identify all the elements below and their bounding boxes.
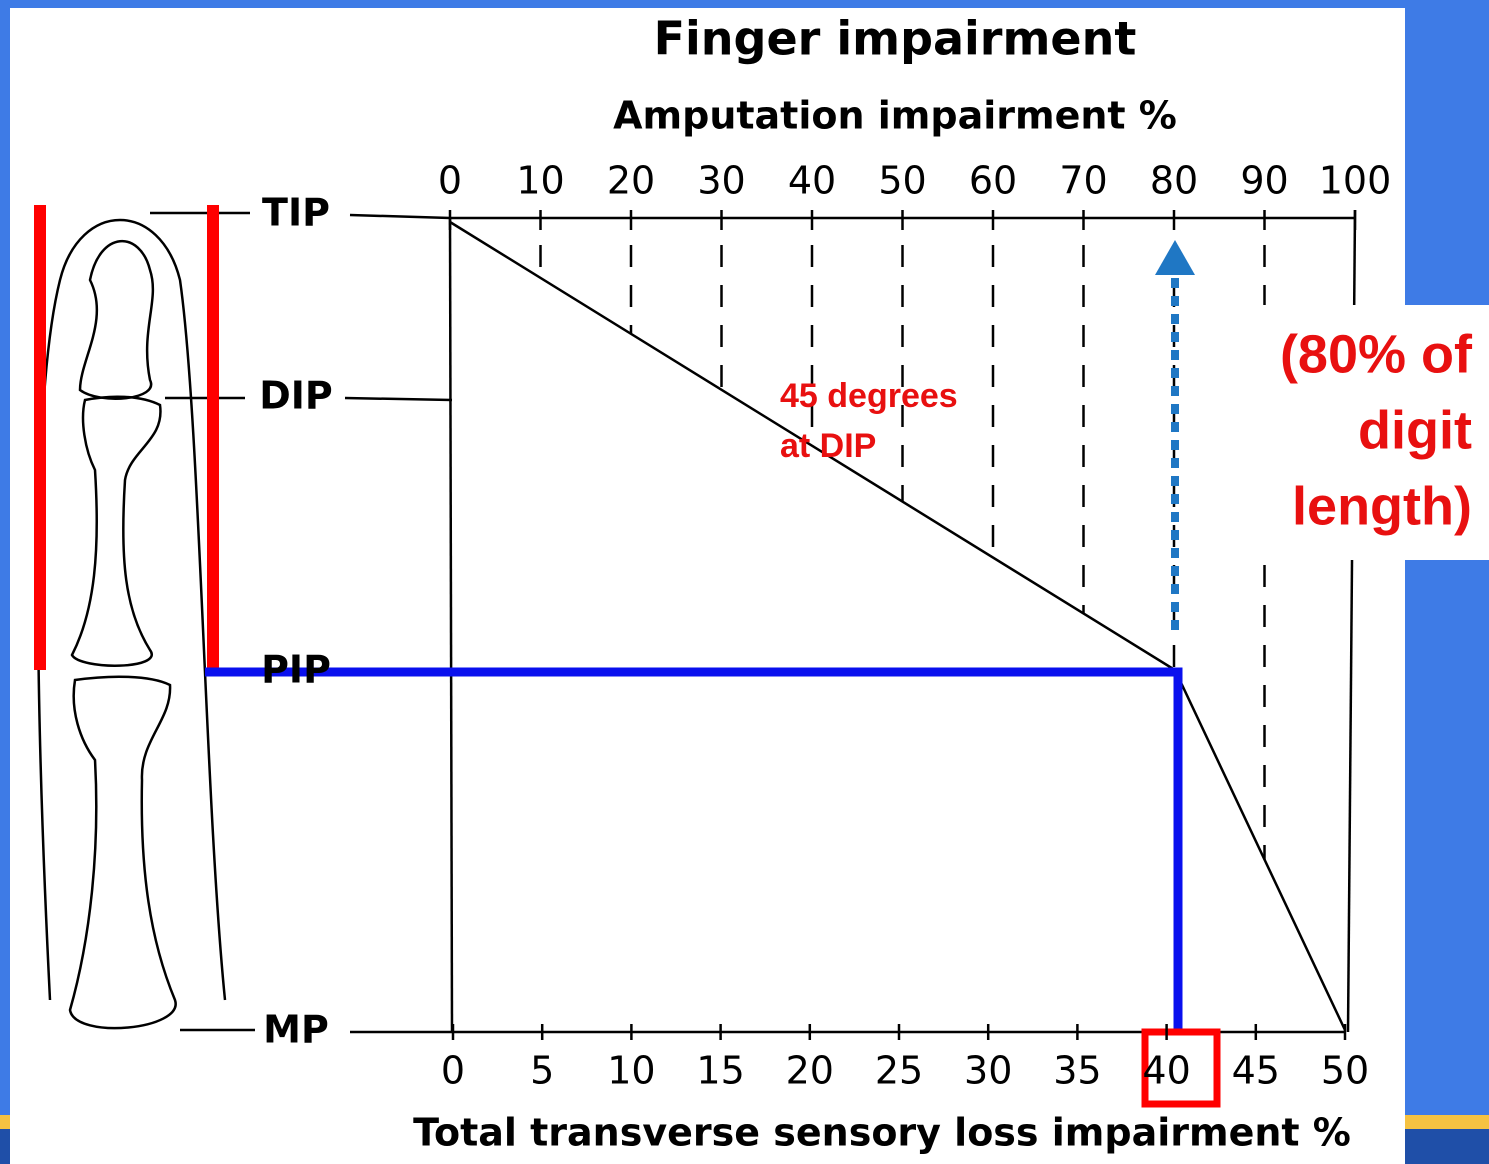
joint-label: TIP [262, 191, 330, 235]
note-box [1230, 305, 1489, 560]
bottom-tick-label: 20 [786, 1049, 834, 1093]
top-axis-label: Amputation impairment % [613, 94, 1177, 138]
top-tick-label: 10 [516, 159, 564, 203]
bottom-tick-label: 5 [530, 1049, 554, 1093]
joint-label: DIP [259, 374, 333, 418]
joint-label: PIP [261, 648, 331, 692]
bottom-tick-label: 45 [1232, 1049, 1280, 1093]
bottom-axis-label: Total transverse sensory loss impairment… [413, 1111, 1351, 1155]
top-tick-label: 20 [607, 159, 655, 203]
length-note: (80% of [1280, 324, 1473, 384]
angle-note: 45 degrees [780, 377, 958, 415]
top-tick-label: 50 [878, 159, 926, 203]
bottom-tick-label: 30 [964, 1049, 1012, 1093]
arrowhead [1155, 240, 1195, 275]
blue-lines [205, 667, 1183, 1032]
bottom-tick-label: 0 [441, 1049, 465, 1093]
top-tick-label: 30 [697, 159, 745, 203]
bottom-tick-label: 50 [1321, 1049, 1369, 1093]
dashed-verticals [539, 245, 1266, 860]
joint-label: MP [263, 1008, 329, 1052]
top-tick-label: 40 [788, 159, 836, 203]
angle-note: at DIP [780, 427, 876, 465]
top-tick-label: 0 [438, 159, 462, 203]
top-tick-label: 80 [1150, 159, 1198, 203]
top-tick-label: 60 [969, 159, 1017, 203]
bottom-tick-label: 15 [696, 1049, 744, 1093]
top-tick-label: 90 [1240, 159, 1288, 203]
red-bar [34, 205, 46, 670]
bottom-tick-label: 10 [607, 1049, 655, 1093]
top-tick-label: 70 [1059, 159, 1107, 203]
red-bar [207, 205, 219, 672]
length-note: length) [1292, 476, 1472, 536]
highlight-box [1141, 1028, 1221, 1108]
bottom-tick-label: 35 [1053, 1049, 1101, 1093]
top-tick-label: 100 [1319, 159, 1392, 203]
bottom-tick-label: 40 [1142, 1049, 1190, 1093]
bottom-tick-label: 25 [875, 1049, 923, 1093]
title: Finger impairment [654, 12, 1137, 66]
length-note: digit [1358, 400, 1472, 460]
